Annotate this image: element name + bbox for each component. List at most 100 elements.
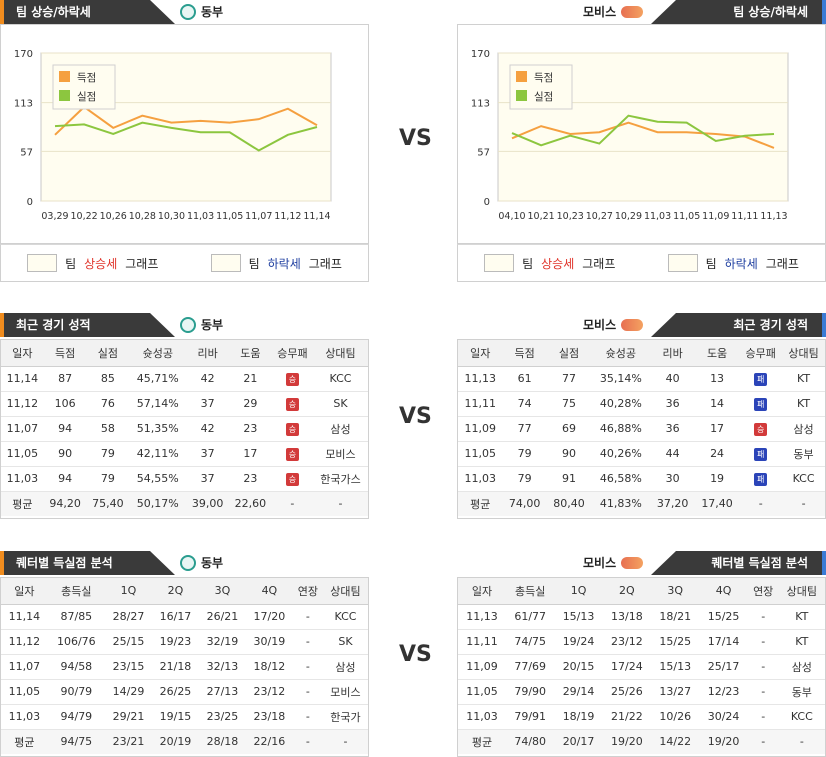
- win-badge-icon: 승: [285, 447, 299, 461]
- column-header: 상대팀: [322, 578, 368, 605]
- table-cell: 94: [43, 416, 87, 442]
- legend-graph-word: 그래프: [125, 256, 159, 271]
- series-line-score: [511, 121, 775, 149]
- table-cell: -: [313, 491, 368, 516]
- table-cell: 11,03: [1, 704, 48, 730]
- table-cell: KCC: [782, 466, 825, 492]
- win-badge-icon: 승: [285, 397, 299, 411]
- dongbu-logo-icon: [180, 4, 196, 20]
- table-cell: 20/19: [151, 729, 199, 754]
- x-tick-label: 10,22: [71, 211, 98, 222]
- table-header-row: 일자 총득실 1Q 2Q 3Q 4Q 연장 상대팀: [1, 578, 368, 605]
- table-cell: 23: [229, 466, 272, 492]
- win-badge-icon: 승: [285, 422, 299, 436]
- x-tick-label: 10,21: [528, 211, 555, 222]
- loss-badge-icon: 패: [754, 372, 768, 386]
- table-cell: 11,03: [1, 466, 44, 492]
- table-cell: 74/75: [506, 629, 555, 655]
- table-cell: 42,11%: [129, 441, 187, 467]
- quarter-table-right: 일자 총득실 1Q 2Q 3Q 4Q 연장 상대팀 11,13 61/77 15/13 13/18 18…: [458, 578, 825, 754]
- trend-title-text: 팀 상승/하락세: [733, 5, 808, 19]
- table-cell: 19/15: [151, 704, 199, 730]
- table-cell: 79/91: [506, 704, 555, 730]
- team-right-label: 모비스: [583, 0, 644, 24]
- x-tick-label: 11,12: [274, 211, 301, 222]
- table-cell: 30/24: [699, 704, 748, 730]
- vs-label: VS: [399, 126, 432, 151]
- table-cell: 17/24: [602, 654, 652, 680]
- table-cell: -: [292, 629, 323, 655]
- table-cell: 패: [739, 366, 783, 392]
- table-cell: 42: [186, 416, 230, 442]
- table-cell: 79/90: [506, 679, 555, 705]
- table-row: 11,07 94/58 23/15 21/18 32/13 18/12- 삼성: [1, 654, 368, 680]
- table-cell: 18/19: [554, 704, 603, 730]
- table-header-row: 일자 총득실 1Q 2Q 3Q 4Q 연장 상대팀: [458, 578, 825, 605]
- table-cell: 15/25: [651, 629, 700, 655]
- x-tick-label: 11,05: [216, 211, 243, 222]
- table-row: 11,11 74/75 19/24 23/12 15/25 17/14- KT: [458, 629, 825, 655]
- table-cell: 69: [546, 416, 592, 442]
- table-cell: 30: [650, 466, 695, 492]
- table-cell: -: [292, 704, 323, 730]
- trend-title-left: 팀 상승/하락세: [0, 0, 175, 24]
- table-cell: SK: [313, 391, 368, 417]
- table-cell: 94: [43, 466, 87, 492]
- team-left-name: 동부: [201, 5, 224, 19]
- table-cell: 36: [650, 416, 695, 442]
- table-cell: 85: [86, 366, 130, 392]
- table-cell: -: [292, 729, 323, 754]
- table-cell: KCC: [322, 604, 368, 630]
- table-cell: 90: [43, 441, 87, 467]
- recent-title-text: 최근 경기 성적: [16, 318, 91, 332]
- recent-title-text: 최근 경기 성적: [733, 318, 808, 332]
- table-cell: 40,26%: [591, 441, 651, 467]
- table-cell: 11,05: [458, 441, 503, 467]
- table-cell: 19/24: [554, 629, 603, 655]
- legend-swatch: [59, 90, 70, 101]
- table-cell: 74/80: [506, 729, 555, 754]
- legend-graph-word: 그래프: [582, 256, 616, 271]
- average-row: 평균 74/80 20/17 19/20 14/22 19/20- -: [458, 729, 825, 754]
- column-header: 2Q: [602, 578, 652, 605]
- table-cell: 79: [502, 441, 547, 467]
- table-cell: 44: [650, 441, 695, 467]
- table-cell: KT: [778, 604, 825, 630]
- table-cell: 28/18: [198, 729, 246, 754]
- team-right-name: 모비스: [583, 5, 617, 19]
- column-header: 3Q: [651, 578, 700, 605]
- column-header: 상대팀: [782, 340, 825, 367]
- table-cell: 21: [229, 366, 272, 392]
- mobis-logo-icon: [621, 6, 644, 18]
- table-cell: 17: [229, 441, 272, 467]
- table-cell: 57,14%: [129, 391, 187, 417]
- loss-badge-icon: 패: [754, 447, 768, 461]
- trend-legend-right: 팀 상승세 그래프 팀 하락세 그래프: [457, 244, 826, 282]
- table-row: 11,13 61/77 15/13 13/18 18/21 15/25- KT: [458, 604, 825, 630]
- y-tick-label: 170: [14, 49, 33, 60]
- team-right-label: 모비스: [583, 551, 644, 575]
- table-cell: 42: [186, 366, 230, 392]
- recent-title-right: 최근 경기 성적: [651, 313, 826, 337]
- table-cell: 승: [271, 366, 314, 392]
- quarter-table-left-wrap: 일자 총득실 1Q 2Q 3Q 4Q 연장 상대팀 11,14 87/85 28/27 16/17 26…: [0, 577, 369, 757]
- table-cell: 23/21: [105, 729, 152, 754]
- trend-graph-icon: [484, 254, 515, 272]
- table-cell: 77/69: [506, 654, 555, 680]
- legend-entry: 득점: [534, 72, 553, 84]
- table-cell: 37,20: [650, 491, 695, 516]
- table-cell: 평균: [458, 729, 507, 754]
- average-row: 평균 94/75 23/21 20/19 28/18 22/16- -: [1, 729, 368, 754]
- table-row: 11,13 61 77 35,14% 40 13 패 KT: [458, 366, 825, 392]
- table-cell: 16/17: [151, 604, 199, 630]
- x-tick-label: 10,26: [100, 211, 127, 222]
- table-cell: 77: [502, 416, 547, 442]
- column-header: 총득실: [47, 578, 106, 605]
- table-cell: 17,40: [694, 491, 740, 516]
- table-cell: 21/22: [602, 704, 652, 730]
- column-header: 득점: [43, 340, 87, 367]
- legend-down-word: 하락세: [267, 256, 301, 271]
- table-cell: 11,03: [458, 466, 503, 492]
- table-row: 11,03 94/79 29/21 19/15 23/25 23/18- 한국가: [1, 704, 368, 730]
